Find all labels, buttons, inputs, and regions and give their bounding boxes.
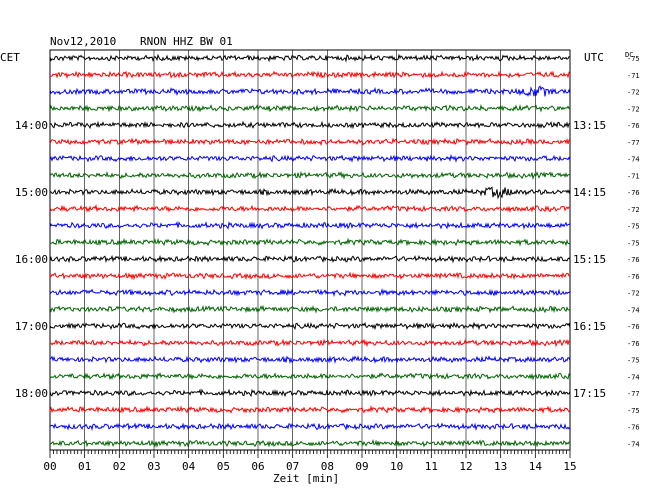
utc-hour-label: 16:15: [573, 320, 606, 333]
dc-offset-label: -71: [627, 172, 640, 180]
x-tick-label: 06: [251, 460, 264, 473]
seismic-trace: [49, 355, 571, 365]
seismic-trace: [49, 170, 571, 181]
traces: -75 -71 -72 -72 -76 -77 -74 -71 -76 -72 -75 -75 -76 -…: [49, 53, 640, 448]
dc-offset-label: -77: [627, 390, 640, 398]
x-tick-label: 00: [43, 460, 56, 473]
cet-hour-label: 14:00: [15, 119, 48, 132]
x-tick-label: 08: [321, 460, 334, 473]
dc-offset-label: -72: [627, 290, 640, 298]
dc-offset-label: -76: [627, 256, 640, 264]
cet-hour-label: 17:00: [15, 320, 48, 333]
dc-offset-label: -71: [627, 72, 640, 80]
dc-offset-label: -76: [627, 323, 640, 331]
dc-offset-label: -77: [627, 139, 640, 147]
cet-hour-label: 16:00: [15, 253, 48, 266]
dc-offset-label: -75: [627, 357, 640, 365]
seismic-trace: [49, 120, 571, 130]
seismic-trace: [49, 388, 571, 398]
dc-offset-label: -72: [627, 206, 640, 214]
seismic-trace: [49, 271, 571, 281]
utc-label: UTC: [584, 51, 604, 64]
utc-hour-label: 13:15: [573, 119, 606, 132]
seismic-trace: [49, 154, 571, 164]
x-tick-label: 09: [355, 460, 368, 473]
x-tick-label: 13: [494, 460, 507, 473]
seismic-trace: [49, 137, 571, 147]
x-tick-label: 12: [459, 460, 472, 473]
seismic-trace: [49, 338, 571, 348]
seismic-trace: [49, 439, 571, 448]
x-tick-label: 11: [425, 460, 438, 473]
dc-offset-label: -76: [627, 122, 640, 130]
time-labels: 14:00 15:00 16:00 17:00 18:00 13:15 14:15 15:15…: [15, 119, 606, 400]
seismic-trace: [49, 70, 571, 80]
dc-label: DC: [625, 51, 633, 59]
cet-hour-label: 15:00: [15, 186, 48, 199]
x-tick-label: 14: [529, 460, 543, 473]
seismic-trace: [49, 220, 571, 230]
seismic-trace: [49, 422, 571, 432]
seismic-trace: [49, 186, 571, 200]
seismic-trace: [49, 103, 571, 113]
seismic-trace: [49, 405, 571, 415]
dc-offset-label: -76: [627, 340, 640, 348]
x-axis: 00 01 02 03 04 05 06 07 08 09 10 11 12 13 14 15: [43, 450, 577, 473]
x-tick-label: 01: [78, 460, 91, 473]
station-label: RNON HHZ BW 01: [140, 35, 233, 48]
seismic-trace: [49, 53, 571, 63]
dc-offset-label: -76: [627, 424, 640, 432]
x-tick-label: 02: [113, 460, 126, 473]
dc-offset-label: -76: [627, 189, 640, 197]
seismic-trace: [49, 237, 571, 247]
x-axis-label: Zeit [min]: [273, 472, 339, 485]
seismic-trace: [49, 288, 571, 297]
dc-offset-label: -75: [627, 223, 640, 231]
dc-offset-label: -74: [627, 373, 640, 381]
dc-offset-label: -74: [627, 306, 640, 314]
dc-offset-label: -75: [627, 239, 640, 247]
date-label: Nov12,2010: [50, 35, 116, 48]
dc-offset-label: -74: [627, 440, 640, 448]
seismic-trace: [49, 321, 571, 331]
dc-offset-label: -75: [627, 407, 640, 415]
utc-hour-label: 15:15: [573, 253, 606, 266]
dc-offset-label: -72: [627, 105, 640, 113]
x-tick-label: 15: [563, 460, 576, 473]
seismic-trace: [49, 85, 571, 97]
seismic-trace: [49, 204, 571, 214]
grid: [49, 49, 571, 451]
seismic-trace: [49, 304, 571, 314]
dc-offset-label: -76: [627, 273, 640, 281]
dc-offset-label: -75: [627, 55, 640, 63]
cet-label: CET: [0, 51, 20, 64]
dc-offset-label: -74: [627, 156, 640, 164]
cet-hour-label: 18:00: [15, 387, 48, 400]
seismic-trace: [49, 254, 571, 264]
x-tick-label: 03: [147, 460, 160, 473]
seismic-trace: [49, 371, 571, 381]
x-tick-label: 07: [286, 460, 299, 473]
dc-offset-label: -72: [627, 89, 640, 97]
x-tick-label: 04: [182, 460, 196, 473]
x-tick-label: 10: [390, 460, 403, 473]
utc-hour-label: 14:15: [573, 186, 606, 199]
x-tick-label: 05: [217, 460, 230, 473]
utc-hour-label: 17:15: [573, 387, 606, 400]
